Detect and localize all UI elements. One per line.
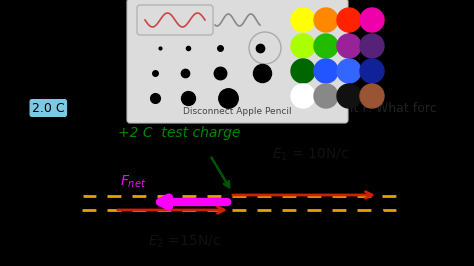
Text: +2 C  test charge: +2 C test charge: [118, 126, 240, 140]
Circle shape: [314, 8, 338, 32]
Circle shape: [291, 34, 315, 58]
Text: $+q_2$: $+q_2$: [403, 192, 433, 209]
Text: $E_2$ =15N/c: $E_2$ =15N/c: [148, 234, 221, 250]
Text: $E_1$ = 10N/c: $E_1$ = 10N/c: [272, 147, 349, 163]
Circle shape: [360, 59, 384, 83]
Bar: [452, 0, 474, 266]
Bar: [452, 0, 474, 266]
Bar: [0, 0, 22, 266]
Circle shape: [337, 84, 361, 108]
Bar: [0, 0, 22, 266]
Circle shape: [337, 59, 361, 83]
Text: $q_1$: $q_1$: [48, 194, 66, 210]
Circle shape: [337, 34, 361, 58]
Circle shape: [337, 8, 361, 32]
Text: 15 /6: 15 /6: [386, 50, 448, 70]
Circle shape: [314, 34, 338, 58]
Text: it P. What forc: it P. What forc: [350, 102, 437, 114]
Text: Disconnect Apple Pencil: Disconnect Apple Pencil: [183, 107, 292, 117]
Circle shape: [291, 84, 315, 108]
Circle shape: [291, 59, 315, 83]
Text: $F_{net}$: $F_{net}$: [120, 174, 146, 190]
FancyBboxPatch shape: [127, 0, 348, 123]
Circle shape: [360, 84, 384, 108]
Circle shape: [291, 8, 315, 32]
Circle shape: [360, 8, 384, 32]
Text: 10: 10: [413, 18, 448, 42]
Circle shape: [314, 59, 338, 83]
Circle shape: [360, 34, 384, 58]
Circle shape: [314, 84, 338, 108]
Text: 2.0 C: 2.0 C: [32, 102, 64, 114]
